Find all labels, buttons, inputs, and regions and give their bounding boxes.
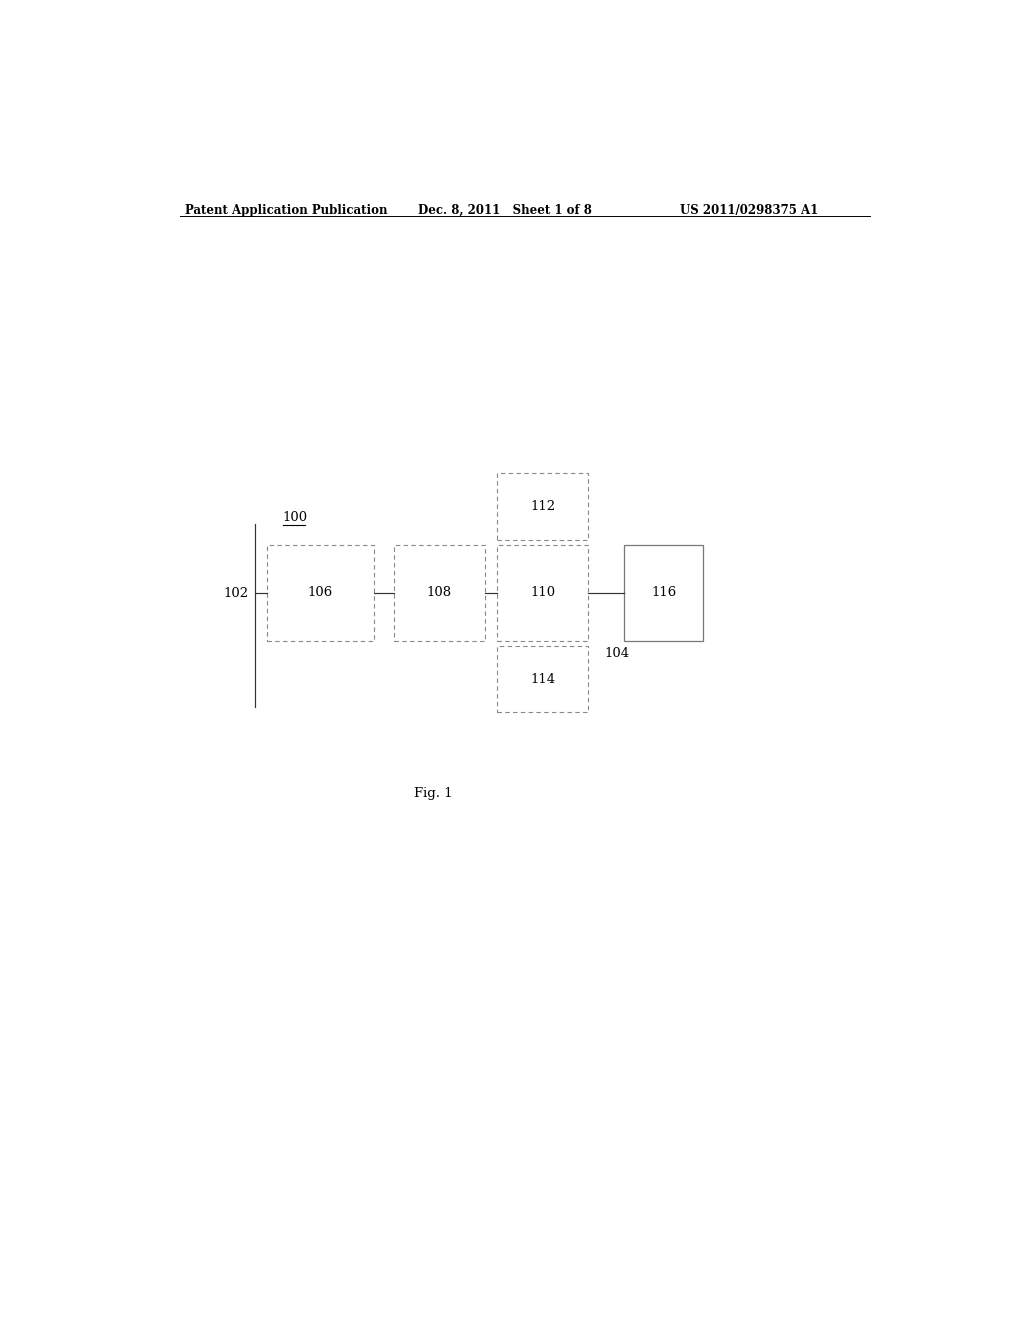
Bar	[497, 545, 589, 642]
Text: 114: 114	[530, 673, 555, 686]
Text: 106: 106	[308, 586, 333, 599]
Text: 108: 108	[427, 586, 452, 599]
Text: 116: 116	[651, 586, 676, 599]
Text: 104: 104	[604, 647, 630, 660]
Text: 112: 112	[530, 500, 555, 513]
Text: 100: 100	[283, 511, 308, 524]
Bar	[267, 545, 374, 642]
Bar	[497, 474, 589, 540]
Bar	[624, 545, 703, 642]
Bar	[497, 647, 589, 713]
Text: Dec. 8, 2011   Sheet 1 of 8: Dec. 8, 2011 Sheet 1 of 8	[418, 203, 592, 216]
Text: Fig. 1: Fig. 1	[415, 787, 453, 800]
Text: Patent Application Publication: Patent Application Publication	[185, 203, 388, 216]
Text: US 2011/0298375 A1: US 2011/0298375 A1	[680, 203, 818, 216]
Text: 110: 110	[530, 586, 555, 599]
Text: 102: 102	[223, 587, 249, 599]
Bar	[394, 545, 485, 642]
